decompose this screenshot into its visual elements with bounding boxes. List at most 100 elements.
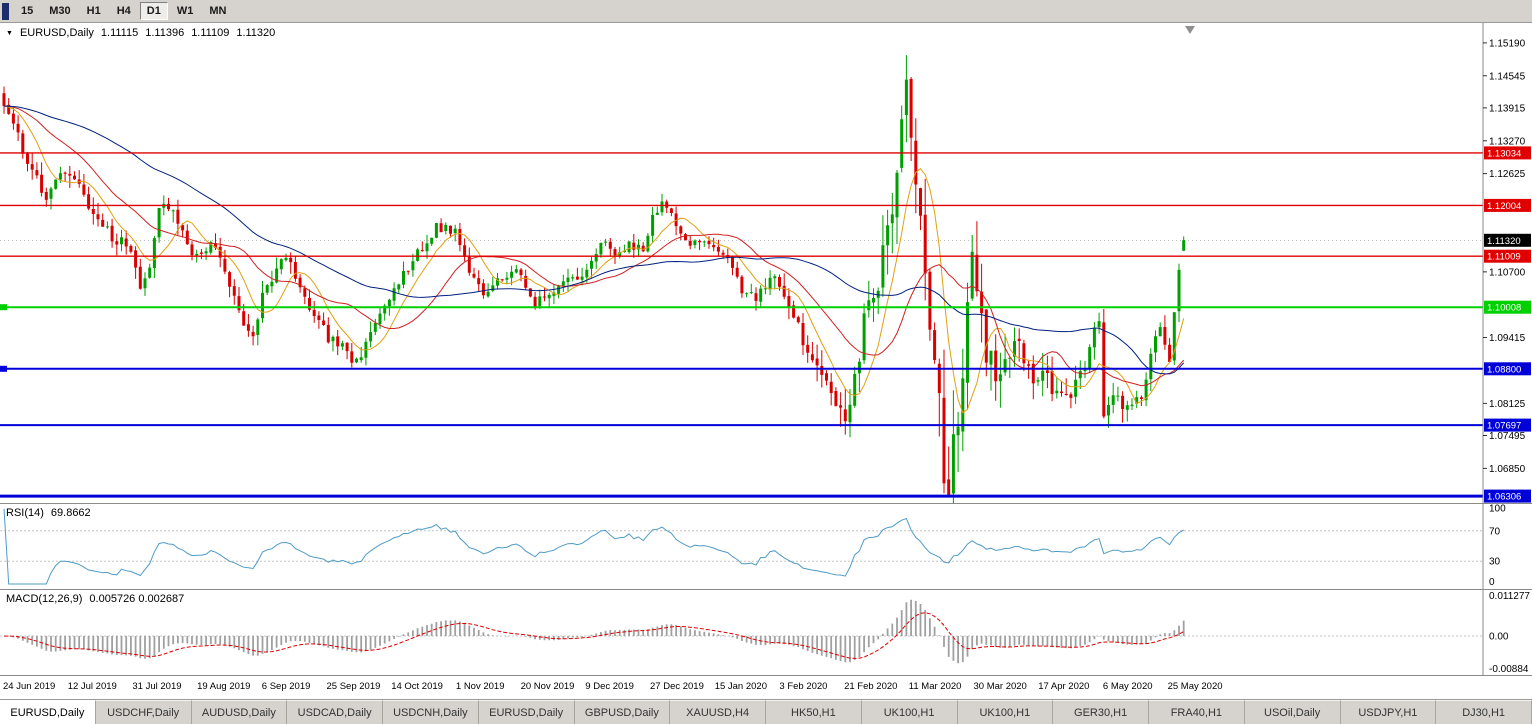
timeframe-buttons: 15 M30 H1 H4 D1 W1 MN (14, 2, 233, 20)
hline-left-marker[interactable] (0, 304, 7, 311)
price-axis-label: 1.13915 (1489, 103, 1526, 114)
macd-axis-zero: 0.00 (1489, 632, 1509, 643)
macd-signal-line (3, 612, 1184, 659)
rsi-axis-label: 100 (1489, 504, 1506, 515)
chart-tab-uk100-h1[interactable]: UK100,H1 (861, 700, 958, 724)
date-label: 25 May 2020 (1167, 681, 1223, 692)
price-axis-label: 1.07495 (1489, 431, 1526, 442)
timeframe-toolbar: 15 M30 H1 H4 D1 W1 MN (0, 0, 1532, 23)
date-label: 25 Sep 2019 (326, 681, 381, 692)
price-level-badge-text: 1.07697 (1487, 421, 1521, 432)
timeframe-button-mn[interactable]: MN (209, 5, 227, 17)
macd-indicator-label: MACD(12,26,9) (6, 593, 83, 605)
ma-50-line (3, 105, 1185, 375)
chart-tab-dj30-h1[interactable]: DJ30,H1 (1436, 700, 1532, 724)
ohlc-high: 1.11396 (145, 27, 185, 39)
ohlc-close: 1.11320 (236, 27, 276, 39)
bear-candle-bodies (2, 79, 1172, 497)
price-axis-label: 1.09415 (1489, 333, 1526, 344)
price-axis-label: 1.12625 (1489, 169, 1526, 180)
chart-tab-xauusd-h4[interactable]: XAUUSD,H4 (670, 700, 766, 724)
app-icon (2, 2, 9, 20)
price-axis-label: 1.14545 (1489, 71, 1526, 82)
price-axis-label: 1.10700 (1489, 267, 1526, 278)
rsi-axis-label: 70 (1489, 526, 1501, 537)
rsi-indicator-panel[interactable]: 100 70 30 0 RSI(14) 69.8662 (0, 503, 1532, 589)
chart-tab-audusd-daily[interactable]: AUDUSD,Daily (191, 700, 288, 724)
chart-tab-usoil-daily[interactable]: USOil,Daily (1244, 700, 1341, 724)
price-level-badge (1484, 300, 1531, 314)
price-level-badge-text: 1.08800 (1487, 364, 1521, 375)
date-label: 15 Jan 2020 (714, 681, 767, 692)
date-label: 3 Feb 2020 (779, 681, 828, 692)
rsi-axis-label: 30 (1489, 557, 1501, 568)
timeframe-button-h1[interactable]: H1 (86, 5, 101, 17)
chart-tab-fra40-h1[interactable]: FRA40,H1 (1149, 700, 1245, 724)
chart-tab-uk100-h1[interactable]: UK100,H1 (957, 700, 1054, 724)
rsi-label-row: RSI(14) 69.8662 (6, 507, 91, 519)
price-level-badge (1484, 146, 1531, 160)
ma-8-line (3, 105, 1185, 414)
price-level-badge-text: 1.12004 (1487, 201, 1521, 212)
current-price-badge-text: 1.11320 (1487, 236, 1521, 247)
bear-candle-wicks (3, 77, 1171, 497)
price-level-badge (1484, 418, 1531, 432)
main-chart-panel[interactable]: 1.15190 1.14545 1.13915 1.13270 1.12625 1.107… (0, 23, 1532, 503)
date-label: 11 Mar 2020 (908, 681, 962, 692)
chart-shift-marker[interactable] (1185, 26, 1195, 34)
bull-candle-wicks (50, 55, 1185, 503)
chart-tab-usdchf-daily[interactable]: USDCHF,Daily (95, 700, 192, 724)
chart-tab-usdjpy-h1[interactable]: USDJPY,H1 (1340, 700, 1437, 724)
bull-candle-bodies (49, 79, 1186, 494)
macd-current-values: 0.005726 0.002687 (89, 593, 185, 605)
current-price-badge (1484, 233, 1531, 247)
date-label: 6 Sep 2019 (261, 681, 311, 692)
date-label: 24 Jun 2019 (3, 681, 56, 692)
date-label: 20 Nov 2019 (520, 681, 575, 692)
candlestick-chart[interactable]: 1.15190 1.14545 1.13915 1.13270 1.12625 1.107… (0, 23, 1532, 503)
price-level-badge-text: 1.13034 (1487, 148, 1521, 159)
chart-symbol-label: EURUSD,Daily (19, 27, 94, 39)
date-label: 21 Feb 2020 (844, 681, 898, 692)
chart-tab-bar: EURUSD,Daily USDCHF,Daily AUDUSD,Daily USDC… (0, 699, 1532, 724)
timeframe-button-15[interactable]: 15 (21, 5, 34, 17)
timeframe-button-w1[interactable]: W1 (176, 5, 194, 17)
price-level-badge-text: 1.11009 (1487, 252, 1521, 263)
chart-tab-eurusd-daily[interactable]: EURUSD,Daily (0, 700, 96, 724)
price-level-badge (1484, 198, 1531, 212)
date-label: 12 Jul 2019 (67, 681, 117, 692)
timeframe-button-m30[interactable]: M30 (49, 5, 71, 17)
hline-left-marker[interactable] (0, 365, 7, 372)
date-label: 31 Jul 2019 (132, 681, 182, 692)
date-label: 6 May 2020 (1102, 681, 1153, 692)
chart-tab-usdcnh-daily[interactable]: USDCNH,Daily (383, 700, 479, 724)
macd-axis-bottom: -0.00884 (1489, 664, 1529, 675)
macd-histogram (7, 599, 1185, 664)
date-label: 27 Dec 2019 (650, 681, 704, 692)
date-label: 1 Nov 2019 (455, 681, 505, 692)
chart-tab-eurusd-daily[interactable]: EURUSD,Daily (478, 700, 575, 724)
macd-indicator-panel[interactable]: 0.011277 0.00 -0.00884 MACD(12,26,9) 0.005… (0, 589, 1532, 675)
date-label: 30 Mar 2020 (973, 681, 1027, 692)
rsi-axis-label: 0 (1489, 577, 1495, 588)
price-level-badge-text: 1.10008 (1487, 303, 1521, 314)
rsi-chart: 100 70 30 0 (0, 504, 1506, 589)
timeframe-button-d1[interactable]: D1 (139, 2, 168, 20)
chart-tab-usdcad-daily[interactable]: USDCAD,Daily (287, 700, 383, 724)
date-axis[interactable]: 24 Jun 2019 12 Jul 2019 31 Jul 2019 19 Aug … (0, 675, 1532, 699)
rsi-indicator-label: RSI(14) (6, 507, 44, 519)
price-axis-label: 1.15190 (1489, 38, 1526, 49)
chart-tab-hk50-h1[interactable]: HK50,H1 (766, 700, 862, 724)
timeframe-button-h4[interactable]: H4 (116, 5, 131, 17)
price-level-badge-text: 1.06306 (1487, 492, 1521, 503)
date-label: 14 Oct 2019 (391, 681, 443, 692)
chart-tab-ger30-h1[interactable]: GER30,H1 (1053, 700, 1149, 724)
date-label: 17 Apr 2020 (1038, 681, 1090, 692)
ma-20-line (3, 105, 1185, 387)
price-axis-label: 1.13270 (1489, 136, 1526, 147)
chart-ohlc-header: ▼ EURUSD,Daily 1.11115 1.11396 1.11109 1… (6, 27, 275, 39)
date-label: 19 Aug 2019 (197, 681, 251, 692)
collapse-arrow-icon[interactable]: ▼ (6, 29, 13, 37)
chart-tab-gbpusd-daily[interactable]: GBPUSD,Daily (574, 700, 671, 724)
